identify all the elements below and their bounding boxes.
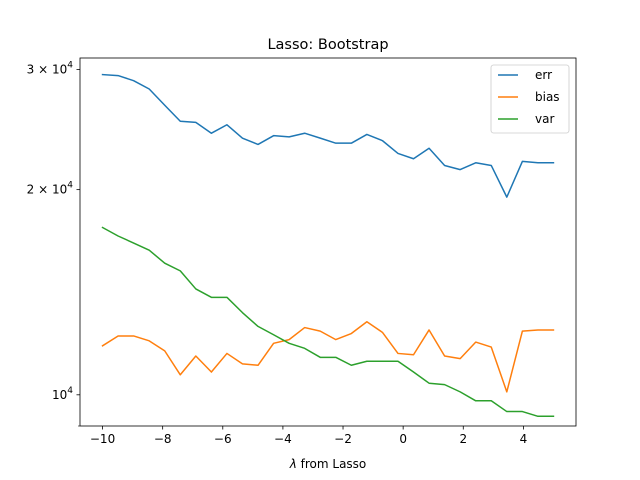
series-line-var: [101, 226, 555, 418]
y-tick-label: 2 × 104: [27, 181, 74, 197]
plot-area: [101, 73, 555, 418]
legend: err bias var: [490, 64, 570, 134]
x-axis-label-text: from Lasso: [297, 457, 366, 471]
plot-frame: [79, 57, 577, 427]
legend-label-err: err: [535, 68, 552, 82]
x-axis: −10 −8 −6 −4 −2 0 2 4: [90, 426, 527, 446]
x-tick-label: −10: [90, 432, 115, 446]
y-tick-label-exponent: 4: [67, 386, 73, 396]
y-tick-label-coefficient: 3 ×: [27, 63, 52, 77]
x-tick-label: −8: [154, 432, 172, 446]
y-tick-label-coefficient: 2 ×: [27, 183, 52, 197]
x-tick-label: −6: [214, 432, 232, 446]
y-tick-label-exponent: 4: [67, 61, 73, 71]
legend-label-bias: bias: [535, 90, 560, 104]
legend-label-var: var: [535, 112, 554, 126]
y-tick-label-exponent: 4: [67, 181, 73, 191]
chart-title: Lasso: Bootstrap: [267, 37, 388, 53]
x-axis-label: λ from Lasso: [289, 457, 367, 471]
x-tick-label: 4: [520, 432, 528, 446]
series-line-bias: [101, 320, 555, 393]
y-tick-label-base: 10: [52, 183, 67, 197]
x-tick-label: −2: [334, 432, 352, 446]
legend-box: [490, 64, 570, 134]
y-tick-label-base: 10: [52, 63, 67, 77]
x-tick-label: 2: [459, 432, 467, 446]
y-tick-label-base: 10: [52, 388, 67, 402]
x-tick-label: −4: [274, 432, 292, 446]
y-tick-label: 3 × 104: [27, 61, 74, 77]
series-line-err: [101, 73, 555, 198]
x-axis-label-symbol: λ: [289, 457, 297, 471]
y-tick-label: 104: [52, 386, 73, 402]
x-tick-label: 0: [399, 432, 407, 446]
